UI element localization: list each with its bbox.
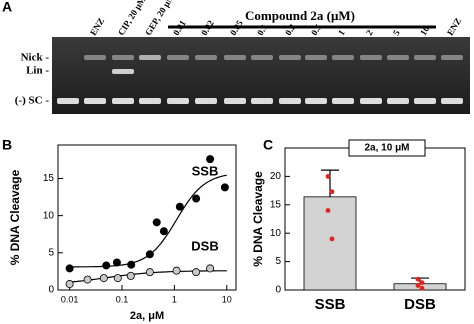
- data-point: [127, 260, 136, 269]
- band: [387, 98, 409, 104]
- data-point: [152, 218, 161, 227]
- replicate-point: [325, 208, 331, 213]
- band: [167, 98, 189, 104]
- band: [441, 98, 463, 104]
- data-point: [145, 268, 154, 277]
- x-tick-label: 0.1: [116, 294, 129, 304]
- band: [251, 98, 273, 104]
- band: [84, 98, 106, 104]
- gel-title: Compound 2a (μM): [245, 8, 355, 23]
- y-tick-label: 5: [275, 256, 281, 267]
- band: [112, 98, 134, 104]
- y-tick-label: 15: [270, 199, 282, 210]
- y-tick-label: 10: [43, 210, 55, 221]
- x-tick-label: 10: [222, 294, 232, 304]
- data-point: [145, 250, 154, 259]
- data-point: [126, 271, 135, 280]
- band: [84, 55, 106, 60]
- data-point: [99, 274, 108, 283]
- data-point: [112, 258, 121, 267]
- band: [279, 55, 301, 60]
- annotation-box: [348, 139, 426, 157]
- band: [414, 55, 436, 60]
- lane-label: ENZ: [88, 16, 106, 37]
- y-tick-label: 10: [270, 228, 282, 239]
- x-tick-label: 0.01: [61, 294, 79, 304]
- lane-label: 0.5: [309, 22, 324, 37]
- data-point: [206, 264, 215, 273]
- data-point: [113, 274, 122, 283]
- replicate-point: [419, 280, 425, 286]
- y-axis-label: % DNA Cleavage: [8, 169, 22, 265]
- y-tick-label: 5: [48, 247, 54, 258]
- band: [414, 98, 436, 104]
- band: [332, 98, 354, 104]
- band: [224, 55, 246, 60]
- data-point: [65, 280, 74, 289]
- y-tick-label: 20: [270, 171, 282, 182]
- band: [305, 55, 327, 60]
- lane-label: 1: [336, 28, 347, 38]
- panel-label: B: [2, 137, 12, 153]
- plot-frame: [57, 144, 237, 291]
- band: [57, 98, 79, 104]
- band-label: Lin -: [26, 65, 49, 77]
- data-point: [206, 155, 215, 164]
- replicate-point: [415, 283, 421, 288]
- panel-label: A: [2, 0, 12, 15]
- data-point: [175, 202, 184, 211]
- band: [360, 98, 382, 104]
- data-point: [65, 264, 74, 273]
- x-axis-label: 2a, μM: [130, 310, 164, 322]
- band: [112, 69, 134, 74]
- band-label: (-) SC -: [15, 95, 50, 107]
- replicate-point: [325, 174, 331, 179]
- band: [332, 55, 354, 60]
- panel-label: C: [263, 137, 273, 153]
- data-point: [172, 266, 181, 275]
- band: [251, 55, 273, 60]
- data-point: [83, 275, 92, 284]
- x-tick-label: 1: [172, 294, 177, 304]
- data-point: [192, 194, 201, 203]
- band: [305, 98, 327, 104]
- band: [139, 55, 161, 60]
- band: [167, 55, 189, 60]
- x-tick-label: SSB: [315, 296, 346, 313]
- lane-label: 0.2: [283, 22, 298, 37]
- band-label: Nick -: [21, 52, 50, 64]
- data-point: [102, 261, 111, 270]
- replicate-point: [329, 189, 335, 195]
- data-point: [159, 227, 168, 236]
- band: [224, 98, 246, 104]
- band: [387, 55, 409, 60]
- series-label: SSB: [192, 163, 219, 178]
- band: [360, 55, 382, 60]
- data-point: [220, 183, 229, 192]
- lane-label: 0.1: [255, 22, 270, 37]
- replicate-point: [419, 285, 425, 291]
- band: [279, 98, 301, 104]
- lane-label: 2: [364, 28, 375, 38]
- band: [441, 55, 463, 60]
- series-label: DSB: [191, 238, 218, 253]
- data-point: [192, 268, 201, 277]
- annotation: 2a, 10 μM: [364, 143, 409, 154]
- y-tick-label: 0: [48, 285, 54, 296]
- band: [195, 98, 217, 104]
- y-tick-label: 15: [43, 173, 55, 184]
- x-tick-label: DSB: [404, 296, 436, 313]
- lane-label: ENZ: [445, 16, 463, 37]
- replicate-point: [329, 236, 335, 242]
- band: [112, 55, 134, 60]
- lane-label: 5: [391, 28, 402, 38]
- band: [195, 55, 217, 60]
- y-tick-label: 0: [275, 285, 281, 296]
- replicate-point: [415, 276, 421, 282]
- y-axis-label: % DNA Cleavage: [251, 171, 265, 267]
- band: [139, 98, 161, 104]
